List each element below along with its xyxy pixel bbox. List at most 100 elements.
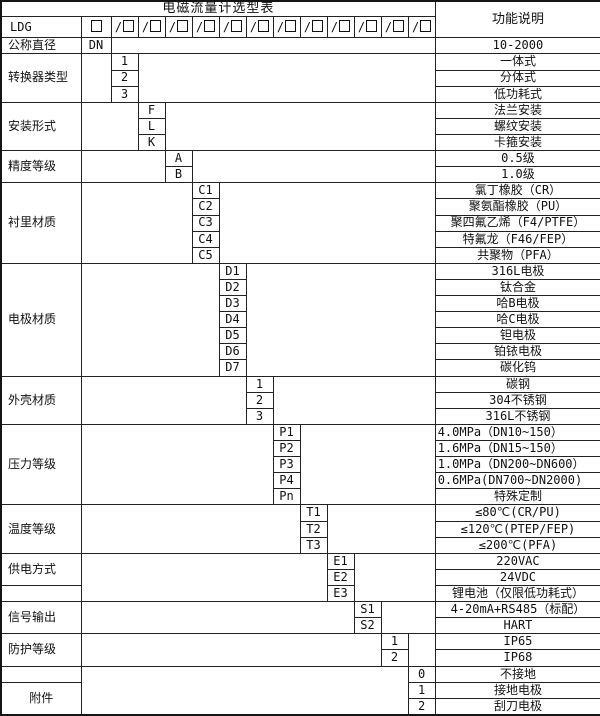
desc-lining-material-4: 共聚物（PFA） xyxy=(434,246,600,264)
desc-converter-type-0: 一体式 xyxy=(434,53,600,71)
code-slot: / xyxy=(110,16,139,39)
code-temperature-rating-t3: T3 xyxy=(299,536,328,554)
code-electrode-material-d5: D5 xyxy=(218,327,247,345)
code-accessories-0: 0 xyxy=(407,665,436,683)
code-protection-rating-1: 1 xyxy=(380,633,409,651)
desc-pressure-rating-2: 1.0MPa（DN200~DN600） xyxy=(434,456,600,474)
code-lining-material-c1: C1 xyxy=(191,182,220,200)
desc-accessories-1: 接地电极 xyxy=(434,681,600,699)
category-label-converter-type: 转换器类型 xyxy=(0,53,82,103)
desc-electrode-material-5: 铂铱电极 xyxy=(434,343,600,361)
code-housing-material-2: 2 xyxy=(245,391,274,409)
category-label-power-supply: 供电方式 xyxy=(0,552,82,587)
desc-power-supply-1: 24VDC xyxy=(434,568,600,587)
code-accessories-2: 2 xyxy=(407,697,436,716)
code-signal-output-s1: S1 xyxy=(353,601,382,619)
spacer-cell xyxy=(80,262,220,377)
code-pressure-rating-p4: P4 xyxy=(272,472,301,490)
category-label-installation-type: 安装形式 xyxy=(0,101,82,152)
code-box-icon xyxy=(285,20,297,33)
spacer-cell xyxy=(245,262,436,377)
model-prefix-ldg: LDG xyxy=(0,16,82,39)
category-label-signal-output: 信号输出 xyxy=(0,601,82,635)
code-lining-material-c5: C5 xyxy=(191,246,220,264)
desc-electrode-material-4: 钽电极 xyxy=(434,327,600,345)
desc-housing-material-1: 304不锈钢 xyxy=(434,391,600,409)
code-slot: / xyxy=(164,16,193,39)
code-power-supply-e3: E3 xyxy=(326,585,355,603)
category-label-temperature-rating: 温度等级 xyxy=(0,504,82,554)
spacer-cell xyxy=(326,504,436,554)
spacer-cell xyxy=(191,150,436,184)
code-electrode-material-d7: D7 xyxy=(218,359,247,377)
code-box-icon xyxy=(231,20,243,33)
code-installation-type-k: K xyxy=(137,133,166,152)
code-slot: / xyxy=(191,16,220,39)
spacer-cell xyxy=(80,504,301,554)
category-label-electrode-material: 电极材质 xyxy=(0,262,82,377)
code-converter-type-3: 3 xyxy=(110,85,139,103)
label-spacer-cell xyxy=(0,585,82,603)
code-box-icon xyxy=(204,20,216,33)
code-electrode-material-d6: D6 xyxy=(218,343,247,361)
code-box-icon xyxy=(150,20,162,33)
spacer-cell xyxy=(80,375,247,425)
code-converter-type-2: 2 xyxy=(110,69,139,87)
code-power-supply-e2: E2 xyxy=(326,568,355,587)
desc-accessories-0: 不接地 xyxy=(434,665,600,683)
desc-installation-type-0: 法兰安装 xyxy=(434,101,600,119)
desc-nominal-diameter-0: 10-2000 xyxy=(434,37,600,55)
spacer-cell xyxy=(407,633,436,667)
desc-electrode-material-6: 碳化钨 xyxy=(434,359,600,377)
desc-protection-rating-0: IP65 xyxy=(434,633,600,651)
code-lining-material-c3: C3 xyxy=(191,214,220,232)
code-protection-rating-2: 2 xyxy=(380,649,409,667)
code-box-icon xyxy=(420,20,432,33)
code-electrode-material-d1: D1 xyxy=(218,262,247,280)
spacer-cell xyxy=(80,53,112,103)
code-slot: / xyxy=(245,16,274,39)
desc-accuracy-class-1: 1.0级 xyxy=(434,166,600,184)
code-slot-base xyxy=(80,16,112,39)
code-signal-output-s2: S2 xyxy=(353,617,382,635)
spacer-cell xyxy=(80,101,139,152)
desc-accessories-2: 刮刀电极 xyxy=(434,697,600,716)
desc-converter-type-2: 低功耗式 xyxy=(434,85,600,103)
code-slot: / xyxy=(137,16,166,39)
spacer-cell xyxy=(80,150,166,184)
category-label-lining-material: 衬里材质 xyxy=(0,182,82,264)
spacer-cell xyxy=(80,423,274,506)
spacer-cell xyxy=(110,37,436,55)
desc-protection-rating-1: IP68 xyxy=(434,649,600,667)
spacer-cell xyxy=(137,53,436,103)
desc-electrode-material-3: 哈C电极 xyxy=(434,311,600,329)
spacer-cell xyxy=(80,633,382,667)
code-slot: / xyxy=(272,16,301,39)
desc-housing-material-0: 碳钢 xyxy=(434,375,600,393)
desc-installation-type-1: 螺纹安装 xyxy=(434,117,600,135)
code-accuracy-class-a: A xyxy=(164,150,193,168)
code-electrode-material-d4: D4 xyxy=(218,311,247,329)
code-box-icon xyxy=(258,20,270,33)
category-label-pressure-rating: 压力等级 xyxy=(0,423,82,506)
desc-installation-type-2: 卡箍安装 xyxy=(434,133,600,152)
code-box-icon xyxy=(366,20,378,33)
category-label-accuracy-class: 精度等级 xyxy=(0,150,82,184)
category-label-protection-rating: 防护等级 xyxy=(0,633,82,667)
spacer-cell xyxy=(164,101,436,152)
spacer-cell xyxy=(80,552,328,603)
spacer-cell xyxy=(218,182,436,264)
code-housing-material-1: 1 xyxy=(245,375,274,393)
code-lining-material-c2: C2 xyxy=(191,198,220,216)
desc-temperature-rating-1: ≤120℃(PTEP/FEP) xyxy=(434,520,600,538)
code-temperature-rating-t1: T1 xyxy=(299,504,328,522)
code-electrode-material-d2: D2 xyxy=(218,278,247,297)
table-title: 电磁流量计选型表 xyxy=(0,0,436,18)
desc-accuracy-class-0: 0.5级 xyxy=(434,150,600,168)
desc-pressure-rating-1: 1.6MPa（DN15~150） xyxy=(434,440,600,458)
code-box-icon xyxy=(177,20,189,33)
code-slot: / xyxy=(326,16,355,39)
desc-pressure-rating-4: 特殊定制 xyxy=(434,488,600,506)
